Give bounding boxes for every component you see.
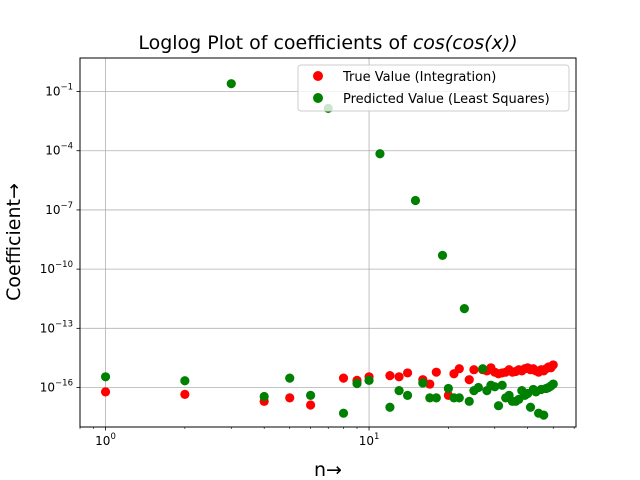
legend-label-predicted: Predicted Value (Least Squares) — [343, 92, 550, 107]
predicted-value-point — [352, 378, 362, 389]
x-axis-label: n→ — [314, 459, 342, 480]
predicted-value-point — [285, 373, 295, 383]
predicted-value-point — [539, 410, 549, 420]
predicted-value-point — [548, 379, 558, 389]
true-value-point — [469, 365, 479, 375]
predicted-value-point — [402, 390, 413, 400]
predicted-value-point — [473, 382, 484, 393]
predicted-value-point — [338, 408, 349, 418]
predicted-value-point — [385, 402, 395, 412]
true-value-point — [431, 367, 441, 377]
predicted-value-point — [425, 393, 435, 403]
y-tick-label: 10−7 — [45, 201, 73, 217]
y-tick-label: 10−4 — [45, 142, 73, 158]
predicted-value-point — [459, 304, 469, 314]
legend-label-true: True Value (Integration) — [342, 70, 496, 85]
legend-marker-predicted — [313, 93, 323, 103]
chart-title-prefix: Loglog Plot of coefficients of — [138, 32, 412, 54]
predicted-value-point — [493, 401, 504, 411]
legend-box — [297, 64, 570, 112]
true-value-point — [464, 375, 474, 385]
predicted-value-point — [364, 375, 374, 385]
true-value-point — [548, 360, 558, 370]
predicted-value-point — [490, 382, 500, 392]
x-tick-label: 100 — [95, 432, 116, 448]
predicted-value-point — [443, 383, 453, 394]
true-value-point — [394, 372, 404, 382]
true-value-point — [454, 364, 464, 374]
predicted-value-point — [464, 396, 474, 406]
predicted-value-point — [437, 250, 448, 260]
grid-lines — [80, 58, 576, 427]
predicted-value-point — [259, 391, 269, 402]
data-points — [100, 79, 558, 420]
predicted-value-point — [431, 393, 441, 403]
true-value-point — [402, 368, 413, 378]
y-tick-label: 10−10 — [40, 260, 73, 276]
y-tick-label: 10−13 — [40, 319, 73, 335]
predicted-value-point — [497, 380, 507, 390]
true-value-point — [285, 393, 295, 403]
true-value-point — [338, 373, 349, 383]
chart-title-formula: cos(cos(x)) — [413, 32, 518, 54]
x-tick-label: 101 — [359, 432, 380, 448]
true-value-point — [305, 400, 316, 410]
y-axis-label: Coefficient→ — [3, 183, 25, 301]
predicted-value-point — [478, 364, 488, 374]
predicted-value-point — [226, 79, 236, 89]
true-value-point — [385, 371, 395, 381]
predicted-value-point — [454, 393, 464, 403]
predicted-value-point — [394, 385, 404, 396]
axis-ticks: 100 101 10−16 10−13 10−10 10−7 10−4 10−1 — [40, 83, 575, 448]
predicted-value-point — [375, 149, 385, 159]
chart-title: Loglog Plot of coefficients of cos(cos(x… — [138, 32, 517, 54]
predicted-value-point — [305, 390, 316, 400]
predicted-value-point — [418, 378, 428, 388]
true-value-point — [180, 389, 190, 399]
predicted-value-point — [180, 376, 190, 386]
predicted-value-point — [525, 402, 536, 412]
predicted-value-point — [100, 372, 111, 382]
legend-marker-true — [313, 71, 323, 81]
y-tick-label: 10−16 — [40, 379, 73, 395]
predicted-value-point — [410, 195, 421, 206]
legend: True Value (Integration) Predicted Value… — [297, 64, 570, 112]
y-tick-label: 10−1 — [45, 83, 73, 99]
true-value-point — [100, 387, 111, 397]
true-value-point — [425, 379, 435, 389]
